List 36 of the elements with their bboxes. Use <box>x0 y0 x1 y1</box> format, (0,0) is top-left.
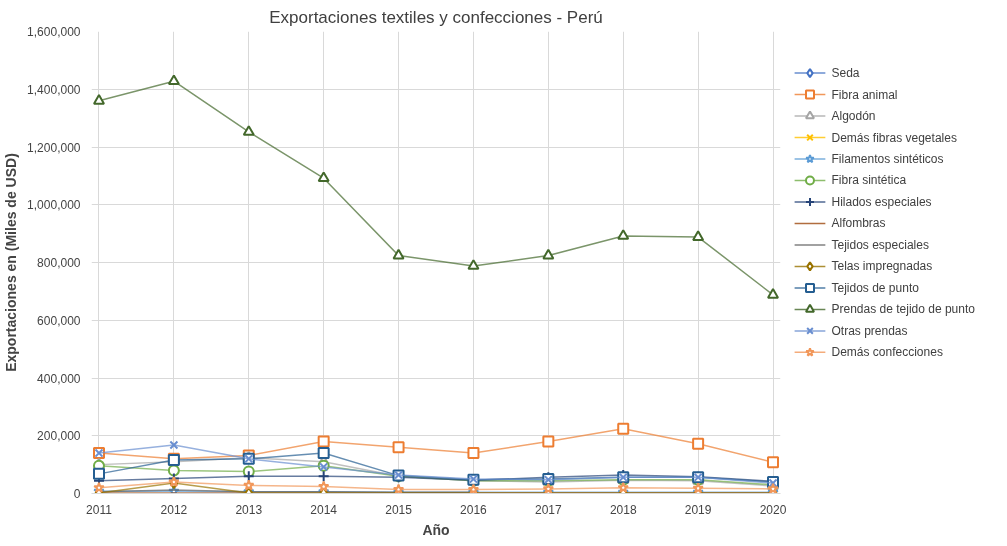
legend-label: Tejidos especiales <box>831 237 929 252</box>
x-tick-label: 2019 <box>684 502 712 517</box>
y-tick-label: 1,400,000 <box>27 82 81 97</box>
x-tick-label: 2015 <box>385 502 413 517</box>
legend-label: Otras prendas <box>831 323 908 338</box>
x-tick-label: 2016 <box>460 502 488 517</box>
chart-title: Exportaciones textiles y confecciones - Perú <box>269 7 603 27</box>
x-axis-title: Año <box>422 521 450 538</box>
legend-label: Demás confecciones <box>831 345 943 360</box>
y-tick-label: 200,000 <box>37 429 81 444</box>
legend-label: Filamentos sintéticos <box>831 152 944 167</box>
x-tick-label: 2014 <box>310 502 338 517</box>
legend-label: Algodón <box>831 109 876 124</box>
x-tick-label: 2020 <box>759 502 787 517</box>
legend-label: Prendas de tejido de punto <box>831 302 976 317</box>
legend-label: Fibra sintética <box>831 173 907 188</box>
y-tick-label: 1,600,000 <box>27 25 81 39</box>
legend-label: Demás fibras vegetales <box>831 130 957 145</box>
x-tick-label: 2017 <box>534 502 563 517</box>
legend-label: Tejidos de punto <box>831 280 920 295</box>
legend-label: Fibra animal <box>831 87 898 102</box>
legend-label: Telas impregnadas <box>831 259 933 274</box>
y-tick-label: 0 <box>73 487 81 501</box>
y-tick-label: 1,200,000 <box>27 140 81 155</box>
y-tick-label: 800,000 <box>37 256 81 270</box>
x-tick-label: 2018 <box>609 502 637 517</box>
x-tick-label: 2013 <box>235 502 263 517</box>
legend-label: Hilados especiales <box>831 194 932 209</box>
legend-label: Alfombras <box>831 216 886 231</box>
x-tick-label: 2011 <box>86 502 113 517</box>
y-tick-label: 400,000 <box>37 371 81 386</box>
y-tick-label: 1,000,000 <box>27 198 81 213</box>
y-tick-label: 600,000 <box>37 313 81 328</box>
legend-label: Seda <box>831 66 860 81</box>
x-tick-label: 2012 <box>160 502 188 517</box>
y-axis-title: Exportaciones en (Miles de USD) <box>3 153 20 372</box>
